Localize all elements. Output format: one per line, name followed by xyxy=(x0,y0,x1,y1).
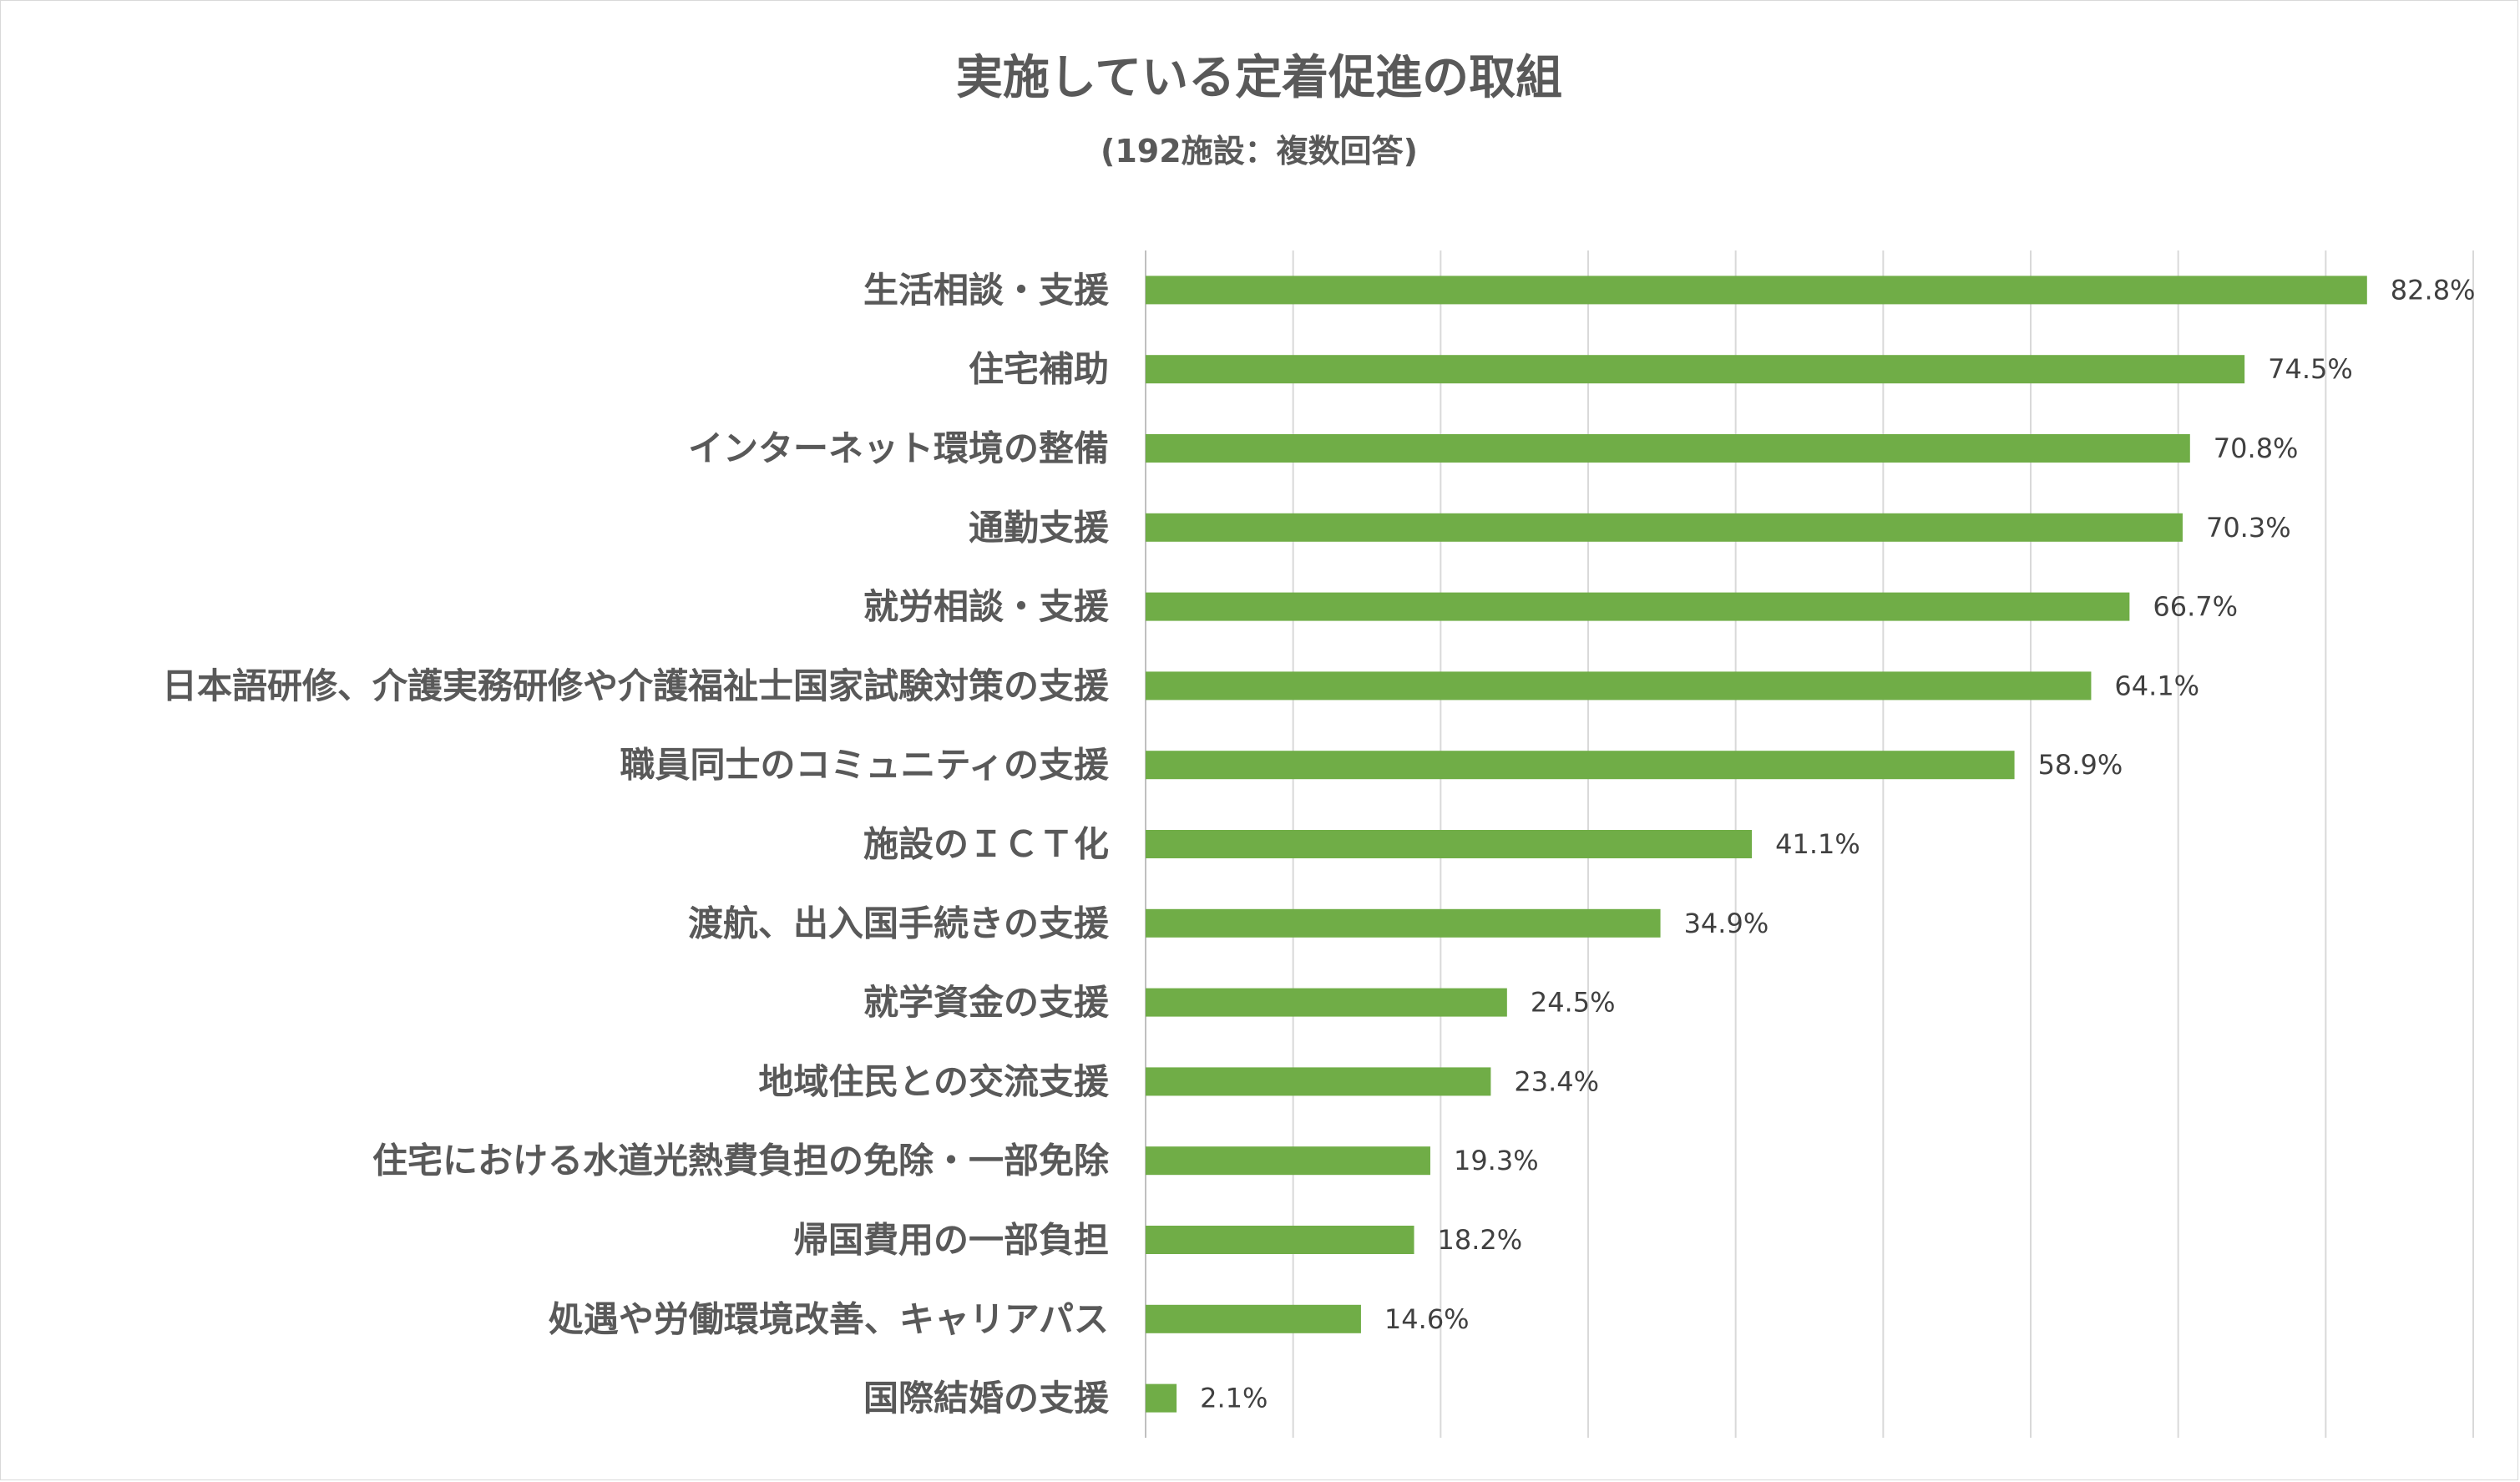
category-label: 就労相談・支援 xyxy=(863,586,1110,627)
data-label: 14.6% xyxy=(1384,1303,1470,1335)
bars xyxy=(1146,276,2367,1413)
data-label: 19.3% xyxy=(1454,1145,1539,1176)
bar xyxy=(1146,592,2130,621)
data-label: 23.4% xyxy=(1514,1065,1599,1097)
category-label: 施設のＩＣＴ化 xyxy=(863,824,1109,865)
bar xyxy=(1146,355,2245,384)
category-label: 就学資金の支援 xyxy=(863,982,1110,1023)
category-label: 帰国費用の一部負担 xyxy=(793,1220,1109,1261)
bar xyxy=(1146,513,2183,542)
data-label: 66.7% xyxy=(2153,591,2238,623)
value-labels: 82.8% 74.5% 70.8% 70.3% 66.7% 64.1% 58.9% 41.1%… xyxy=(1200,274,2475,1414)
category-labels: 生活相談・支援住宅補助インターネット環境の整備通勤支援就労相談・支援日本語研修、… xyxy=(162,270,1110,1419)
data-label: 41.1% xyxy=(1775,828,1860,860)
data-label: 82.8% xyxy=(2391,274,2476,306)
data-label: 2.1% xyxy=(1200,1383,1268,1414)
bar xyxy=(1146,1146,1430,1176)
data-label: 70.3% xyxy=(2206,512,2291,544)
bar xyxy=(1146,988,1507,1017)
bar xyxy=(1146,1304,1361,1333)
bar xyxy=(1146,908,1661,938)
data-label: 64.1% xyxy=(2114,670,2199,701)
category-label: 渡航、出入国手続きの支援 xyxy=(688,903,1110,943)
bar xyxy=(1146,671,2092,701)
bar xyxy=(1146,434,2190,463)
category-label: 住宅における水道光熱費負担の免除・一部免除 xyxy=(372,1141,1110,1181)
data-label: 58.9% xyxy=(2038,749,2123,781)
data-label: 34.9% xyxy=(1684,908,1769,939)
data-label: 18.2% xyxy=(1438,1224,1523,1256)
bar xyxy=(1146,1383,1177,1413)
bar xyxy=(1146,276,2367,305)
bar xyxy=(1146,1067,1491,1096)
data-label: 70.8% xyxy=(2214,432,2299,464)
category-label: インターネット環境の整備 xyxy=(688,428,1109,469)
category-label: 日本語研修、介護実務研修や介護福祉士国家試験対策の支援 xyxy=(162,665,1110,706)
data-label: 24.5% xyxy=(1531,987,1616,1019)
category-label: 処遇や労働環境改善、キャリアパス xyxy=(549,1298,1109,1339)
category-label: 地域住民との交流支援 xyxy=(758,1061,1110,1102)
category-label: 通勤支援 xyxy=(969,507,1110,548)
data-label: 74.5% xyxy=(2268,353,2353,385)
bar xyxy=(1146,1226,1414,1254)
chart-subtitle: (192施設：複数回答) xyxy=(1100,133,1419,169)
category-label: 職員同士のコミュニティの支援 xyxy=(620,745,1110,786)
bar xyxy=(1146,751,2015,780)
chart-title: 実施している定着促進の取組 xyxy=(955,51,1563,105)
category-label: 国際結婚の支援 xyxy=(863,1378,1110,1419)
category-label: 生活相談・支援 xyxy=(863,270,1110,311)
category-label: 住宅補助 xyxy=(969,349,1109,390)
bar xyxy=(1146,830,1753,858)
